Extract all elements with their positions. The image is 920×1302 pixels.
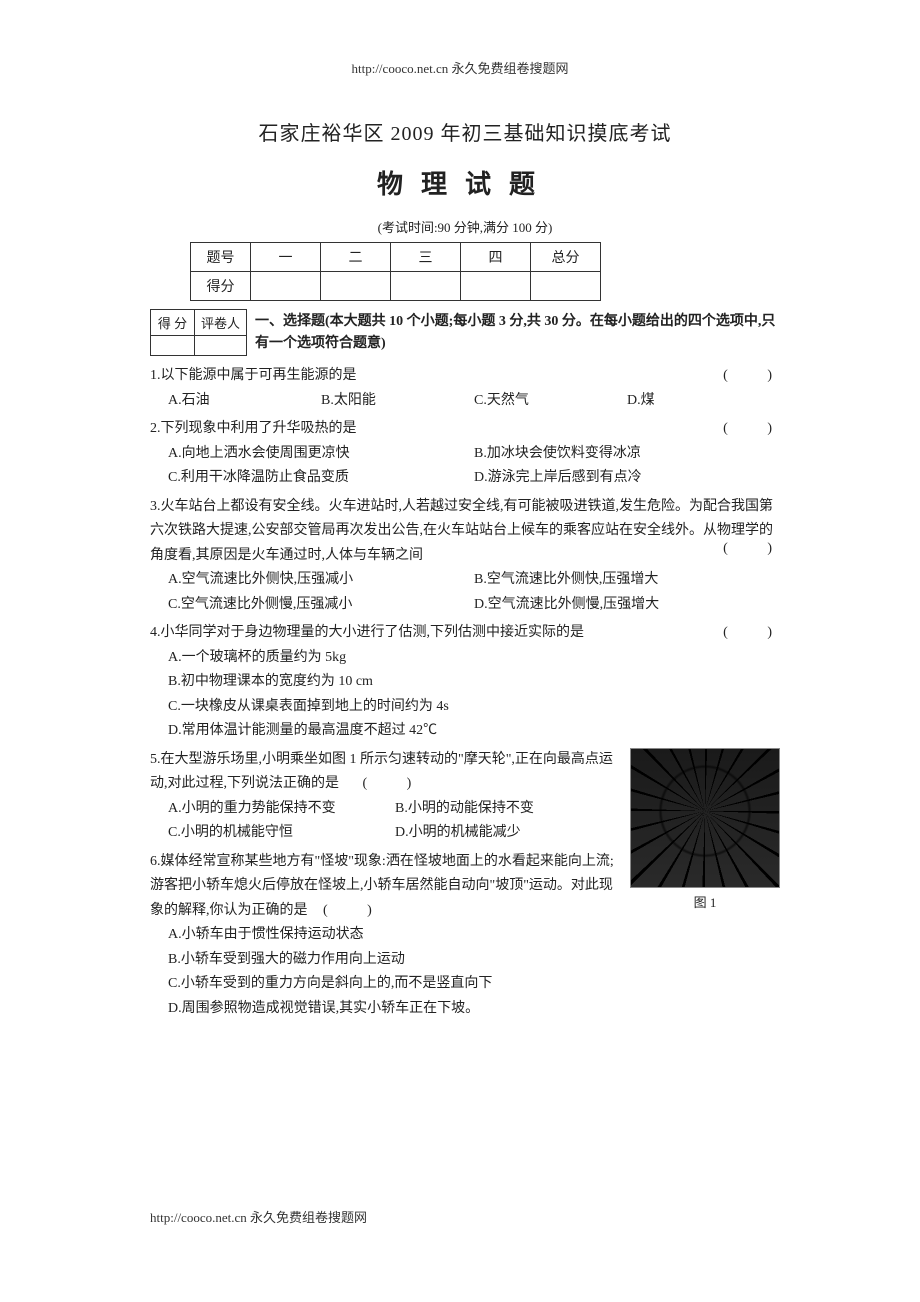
cell: [321, 272, 391, 301]
table-row: 得 分 评卷人: [151, 310, 247, 336]
question-5: 5.在大型游乐场里,小明乘坐如图 1 所示匀速转动的"摩天轮",正在向最高点运动…: [150, 748, 780, 1022]
answer-paren: ( ): [323, 903, 390, 918]
grader-table: 得 分 评卷人: [150, 309, 247, 356]
question-6: 6.媒体经常宣称某些地方有"怪坡"现象:洒在怪坡地面上的水看起来能向上流;游客把…: [150, 850, 622, 924]
option-b: B.小明的动能保持不变: [395, 797, 622, 822]
cell: [151, 336, 195, 356]
cell: [391, 272, 461, 301]
table-row: [151, 336, 247, 356]
option-b: B.小轿车受到强大的磁力作用向上运动: [168, 948, 780, 973]
options: A.石油 B.太阳能 C.天然气 D.煤: [150, 389, 780, 414]
answer-paren: ( ): [723, 621, 790, 646]
footer-url: http://cooco.net.cn 永久免费组卷搜题网: [150, 1207, 367, 1226]
cell: [195, 336, 247, 356]
option-a: A.小轿车由于惯性保持运动状态: [168, 923, 780, 948]
section-instructions: 一、选择题(本大题共 10 个小题;每小题 3 分,共 30 分。在每小题给出的…: [255, 309, 780, 356]
table-row: 得分: [191, 272, 601, 301]
answer-paren: ( ): [363, 776, 430, 791]
score-table: 题号 一 二 三 四 总分 得分: [190, 242, 601, 301]
cell: 评卷人: [195, 310, 247, 336]
option-a: A.向地上洒水会使周围更凉快: [168, 442, 474, 467]
option-b: B.太阳能: [321, 389, 474, 414]
option-c: C.空气流速比外侧慢,压强减小: [168, 593, 474, 618]
cell: 一: [251, 243, 321, 272]
figure-1: 图 1: [630, 748, 780, 915]
options: A.一个玻璃杯的质量约为 5kg B.初中物理课本的宽度约为 10 cm C.一…: [150, 646, 780, 744]
question-stem: 4.小华同学对于身边物理量的大小进行了估测,下列估测中接近实际的是: [150, 621, 780, 646]
option-b: B.初中物理课本的宽度约为 10 cm: [168, 670, 780, 695]
answer-paren: ( ): [723, 537, 790, 562]
option-a: A.小明的重力势能保持不变: [168, 797, 395, 822]
option-a: A.石油: [168, 389, 321, 414]
option-b: B.空气流速比外侧快,压强增大: [474, 568, 780, 593]
option-d: D.小明的机械能减少: [395, 821, 622, 846]
question-2: ( ) 2.下列现象中利用了升华吸热的是 A.向地上洒水会使周围更凉快 B.加冰…: [150, 417, 780, 491]
figure-label: 图 1: [630, 892, 780, 915]
title-sub: 物理试题: [150, 164, 780, 201]
options: A.小明的重力势能保持不变 B.小明的动能保持不变 C.小明的机械能守恒 D.小…: [150, 797, 622, 846]
question-4: ( ) 4.小华同学对于身边物理量的大小进行了估测,下列估测中接近实际的是 A.…: [150, 621, 780, 744]
section-header-row: 得 分 评卷人 一、选择题(本大题共 10 个小题;每小题 3 分,共 30 分…: [150, 309, 780, 356]
question-stem: 3.火车站台上都设有安全线。火车进站时,人若越过安全线,有可能被吸进铁道,发生危…: [150, 495, 780, 569]
option-a: A.一个玻璃杯的质量约为 5kg: [168, 646, 780, 671]
answer-paren: ( ): [723, 364, 790, 389]
cell: [461, 272, 531, 301]
option-d: D.空气流速比外侧慢,压强增大: [474, 593, 780, 618]
cell: 得分: [191, 272, 251, 301]
question-stem: 5.在大型游乐场里,小明乘坐如图 1 所示匀速转动的"摩天轮",正在向最高点运动…: [150, 748, 622, 797]
option-c: C.利用干冰降温防止食品变质: [168, 466, 474, 491]
option-d: D.常用体温计能测量的最高温度不超过 42℃: [168, 719, 780, 744]
option-d: D.游泳完上岸后感到有点冷: [474, 466, 780, 491]
option-c: C.小轿车受到的重力方向是斜向上的,而不是竖直向下: [168, 972, 780, 997]
option-d: D.周围参照物造成视觉错误,其实小轿车正在下坡。: [168, 997, 780, 1022]
exam-info: (考试时间:90 分钟,满分 100 分): [150, 217, 780, 236]
answer-paren: ( ): [723, 417, 790, 442]
options: A.空气流速比外侧快,压强减小 B.空气流速比外侧快,压强增大 C.空气流速比外…: [150, 568, 780, 617]
cell: 得 分: [151, 310, 195, 336]
stem-text: 3.火车站台上都设有安全线。火车进站时,人若越过安全线,有可能被吸进铁道,发生危…: [150, 499, 773, 563]
cell: 四: [461, 243, 531, 272]
table-row: 题号 一 二 三 四 总分: [191, 243, 601, 272]
question-stem: 1.以下能源中属于可再生能源的是: [150, 364, 780, 389]
cell: [531, 272, 601, 301]
cell: 三: [391, 243, 461, 272]
question-1: ( ) 1.以下能源中属于可再生能源的是 A.石油 B.太阳能 C.天然气 D.…: [150, 364, 780, 413]
option-c: C.天然气: [474, 389, 627, 414]
question-3: 3.火车站台上都设有安全线。火车进站时,人若越过安全线,有可能被吸进铁道,发生危…: [150, 495, 780, 618]
cell: 总分: [531, 243, 601, 272]
cell: [251, 272, 321, 301]
question-stem: 2.下列现象中利用了升华吸热的是: [150, 417, 780, 442]
options: A.向地上洒水会使周围更凉快 B.加冰块会使饮料变得冰凉 C.利用干冰降温防止食…: [150, 442, 780, 491]
question-6-options: A.小轿车由于惯性保持运动状态 B.小轿车受到强大的磁力作用向上运动 C.小轿车…: [150, 923, 780, 1021]
option-c: C.小明的机械能守恒: [168, 821, 395, 846]
title-main: 石家庄裕华区 2009 年初三基础知识摸底考试: [150, 117, 780, 146]
cell: 题号: [191, 243, 251, 272]
option-b: B.加冰块会使饮料变得冰凉: [474, 442, 780, 467]
option-c: C.一块橡皮从课桌表面掉到地上的时间约为 4s: [168, 695, 780, 720]
page-content: 石家庄裕华区 2009 年初三基础知识摸底考试 物理试题 (考试时间:90 分钟…: [0, 77, 920, 1021]
cell: 二: [321, 243, 391, 272]
question-stem: 6.媒体经常宣称某些地方有"怪坡"现象:洒在怪坡地面上的水看起来能向上流;游客把…: [150, 850, 622, 924]
header-url: http://cooco.net.cn 永久免费组卷搜题网: [0, 0, 920, 77]
option-d: D.煤: [627, 389, 780, 414]
ferris-wheel-icon: [630, 748, 780, 888]
option-a: A.空气流速比外侧快,压强减小: [168, 568, 474, 593]
